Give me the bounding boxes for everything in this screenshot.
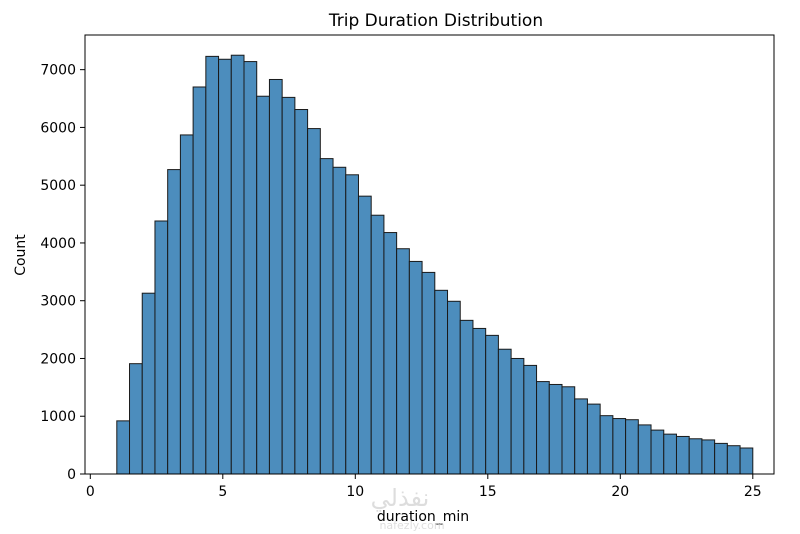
x-tick-label: 0 bbox=[86, 484, 95, 500]
histogram-bar bbox=[408, 260, 423, 475]
y-tick-label: 2000 bbox=[40, 351, 76, 367]
histogram-bar bbox=[319, 158, 334, 475]
y-tick-label: 0 bbox=[67, 467, 76, 483]
histogram-bar bbox=[192, 86, 207, 475]
histogram-bar bbox=[396, 248, 410, 475]
histogram-bar bbox=[332, 166, 347, 475]
histogram-bar bbox=[357, 195, 372, 475]
x-tick-label: 25 bbox=[744, 484, 762, 500]
x-tick-label: 10 bbox=[346, 484, 364, 500]
histogram-bar bbox=[625, 419, 639, 475]
histogram-bar bbox=[561, 386, 576, 475]
axes-frame bbox=[84, 34, 775, 475]
histogram-bar bbox=[510, 357, 525, 475]
y-axis-ticks: 0 1000 2000 3000 4000 5000 6000 7000 bbox=[40, 63, 85, 483]
y-axis-label: Count bbox=[13, 234, 29, 276]
histogram-bar bbox=[268, 78, 283, 475]
histogram-bar bbox=[230, 54, 245, 475]
histogram-bar bbox=[141, 292, 156, 475]
histogram-bar bbox=[472, 327, 487, 475]
histogram-bar bbox=[179, 134, 194, 475]
chart-title: Trip Duration Distribution bbox=[328, 11, 543, 31]
histogram-bar bbox=[459, 319, 474, 475]
histogram-bar bbox=[548, 383, 563, 475]
histogram-bar bbox=[421, 271, 436, 475]
histogram-bar bbox=[243, 61, 258, 475]
histogram-bar bbox=[218, 58, 232, 475]
y-tick-label: 7000 bbox=[40, 63, 76, 79]
histogram-bar bbox=[612, 418, 627, 475]
histogram-bar bbox=[116, 420, 131, 475]
histogram-bar bbox=[370, 214, 385, 475]
histogram-bar bbox=[345, 174, 359, 475]
histogram-bar bbox=[637, 424, 652, 475]
x-tick-label: 15 bbox=[479, 484, 497, 500]
histogram-bar bbox=[586, 403, 601, 475]
histogram-bar bbox=[383, 232, 398, 475]
histogram-bar bbox=[154, 220, 169, 475]
y-tick-label: 5000 bbox=[40, 178, 76, 194]
svg-text:nafezly.com: nafezly.com bbox=[379, 519, 444, 532]
histogram-bar bbox=[663, 433, 677, 475]
histogram-bar bbox=[167, 169, 181, 475]
watermark-logo: نفذلي nafezly.com bbox=[371, 484, 445, 532]
histogram-bar bbox=[599, 415, 614, 475]
histogram-bar bbox=[574, 398, 588, 475]
histogram-bar bbox=[523, 364, 538, 475]
histogram-bar bbox=[447, 300, 461, 475]
histogram-bar bbox=[256, 95, 270, 475]
histogram-bar bbox=[205, 55, 220, 475]
histogram-bar bbox=[129, 363, 143, 475]
histogram-bar bbox=[675, 435, 690, 475]
svg-text:نفذلي: نفذلي bbox=[371, 484, 430, 512]
histogram-bar bbox=[726, 445, 741, 475]
histogram-bar bbox=[294, 109, 309, 475]
x-tick-label: 20 bbox=[611, 484, 629, 500]
histogram-bar bbox=[739, 447, 754, 475]
x-axis-label: duration_min bbox=[377, 509, 469, 525]
histogram-bar bbox=[536, 381, 550, 475]
x-tick-label: 5 bbox=[218, 484, 227, 500]
x-axis-ticks: 0 5 10 15 20 25 bbox=[86, 474, 762, 500]
histogram-bar bbox=[650, 429, 665, 475]
bars-group bbox=[116, 54, 754, 475]
y-tick-label: 4000 bbox=[40, 236, 76, 252]
histogram-bar bbox=[497, 348, 512, 475]
y-tick-label: 1000 bbox=[40, 409, 76, 425]
y-tick-label: 6000 bbox=[40, 120, 76, 136]
histogram-bar bbox=[434, 289, 449, 475]
histogram-bar bbox=[307, 128, 321, 475]
histogram-bar bbox=[701, 439, 716, 475]
histogram-bar bbox=[281, 96, 296, 475]
y-tick-label: 3000 bbox=[40, 294, 76, 310]
histogram-bar bbox=[485, 334, 499, 475]
histogram-bar bbox=[714, 442, 728, 475]
histogram-bar bbox=[688, 438, 703, 475]
